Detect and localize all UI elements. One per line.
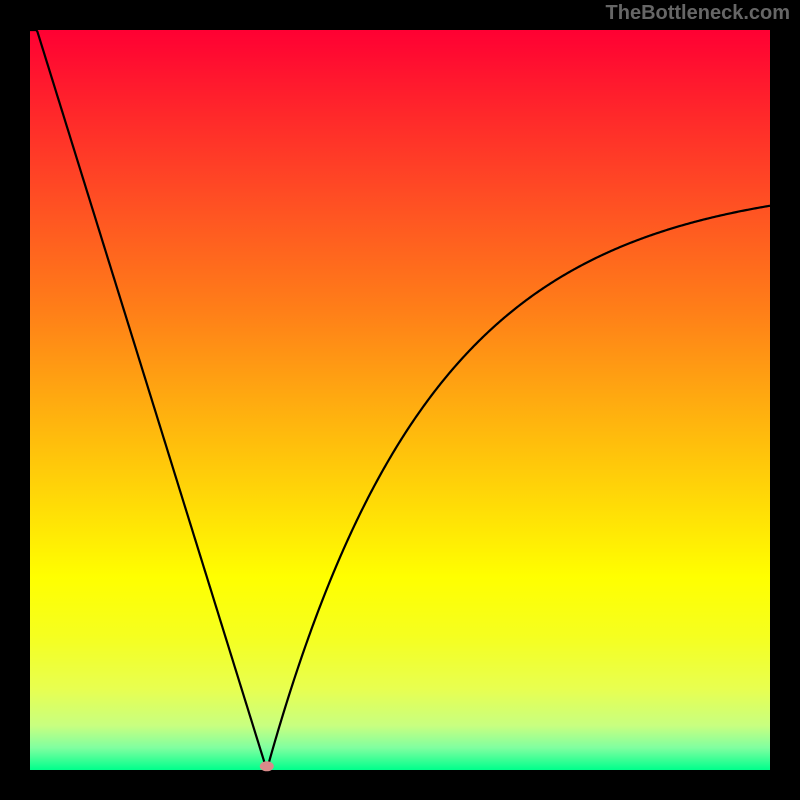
- chart-svg: [0, 0, 800, 800]
- watermark-text: TheBottleneck.com: [606, 2, 790, 25]
- chart-container: { "watermark": { "text": "TheBottleneck.…: [0, 0, 800, 800]
- plot-background: [30, 30, 770, 770]
- minimum-marker: [260, 761, 274, 771]
